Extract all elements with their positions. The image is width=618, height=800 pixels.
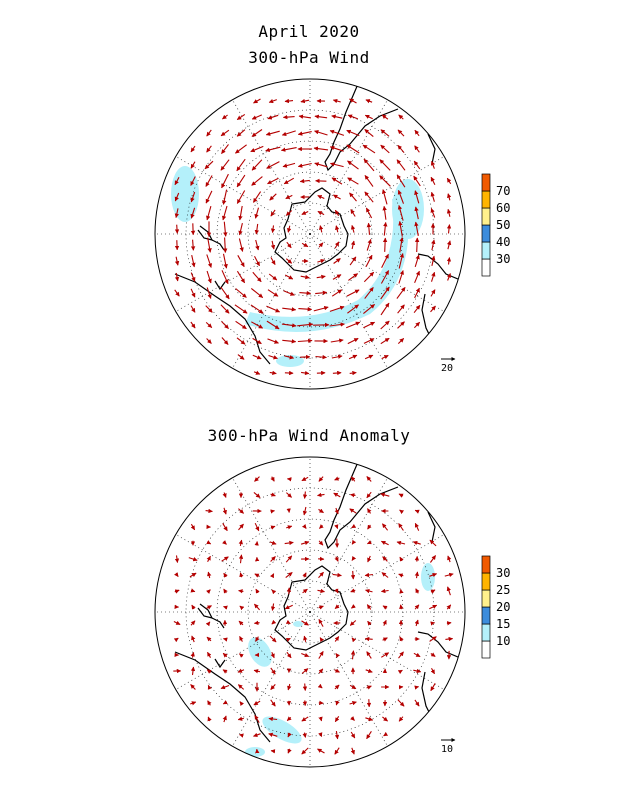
colorbar-tick-label: 70 bbox=[496, 184, 510, 198]
map-title-top-panel: 300-hPa Wind bbox=[248, 48, 370, 67]
colorbar-swatch bbox=[481, 606, 491, 625]
colorbar-swatch bbox=[481, 241, 491, 260]
colorbar-mean: 30 40 50 60 70 bbox=[481, 173, 510, 277]
colorbar-swatch bbox=[481, 555, 491, 574]
colorbar-tick-label: 60 bbox=[496, 201, 510, 215]
colorbar-swatch bbox=[481, 623, 491, 642]
colorbar-anomaly: 10 15 20 25 30 bbox=[481, 555, 510, 659]
colorbar-swatch bbox=[481, 589, 491, 608]
reference-vector-anomaly: 10 bbox=[441, 738, 456, 755]
anomaly-shading bbox=[245, 563, 435, 757]
colorbar-swatch bbox=[481, 258, 491, 277]
lat-lon-grid bbox=[155, 457, 465, 767]
colorbar-tick-label: 25 bbox=[496, 583, 510, 597]
colorbar-swatch bbox=[481, 640, 491, 659]
colorbar-tick-label: 40 bbox=[496, 235, 510, 249]
anomaly-wind-map: 10 15 20 25 30 10 bbox=[154, 456, 510, 768]
colorbar-tick-label: 10 bbox=[496, 634, 510, 648]
reference-vector-label: 20 bbox=[441, 363, 453, 374]
map-title-bottom-panel: 300-hPa Wind Anomaly bbox=[207, 426, 411, 445]
colorbar-swatch bbox=[481, 173, 491, 192]
anomaly-vectors bbox=[173, 476, 454, 755]
colorbar-tick-label: 15 bbox=[496, 617, 510, 631]
coastlines bbox=[174, 461, 465, 743]
colorbar-tick-label: 30 bbox=[496, 566, 510, 580]
colorbar-swatch bbox=[481, 190, 491, 209]
map-boundary bbox=[154, 78, 466, 390]
colorbar-tick-label: 50 bbox=[496, 218, 510, 232]
wind-vectors bbox=[174, 98, 452, 376]
reference-vector-label: 10 bbox=[441, 744, 453, 755]
colorbar-swatch bbox=[481, 572, 491, 591]
lat-lon-grid bbox=[155, 79, 465, 389]
colorbar-swatch bbox=[481, 207, 491, 226]
map-boundary bbox=[154, 456, 466, 768]
colorbar-tick-label: 20 bbox=[496, 600, 510, 614]
mean-wind-map: 30 40 50 60 70 20 bbox=[154, 78, 510, 390]
colorbar-tick-label: 30 bbox=[496, 252, 510, 266]
map-title-date: April 2020 bbox=[258, 22, 360, 41]
reference-vector-mean: 20 bbox=[441, 357, 456, 374]
colorbar-swatch bbox=[481, 224, 491, 243]
